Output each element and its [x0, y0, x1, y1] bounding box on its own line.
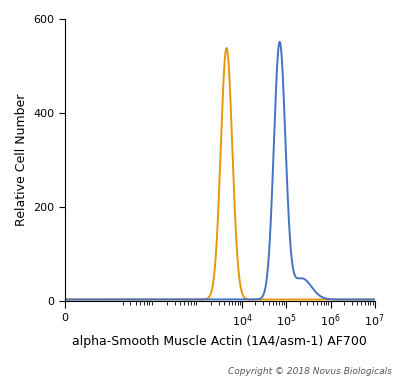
Y-axis label: Relative Cell Number: Relative Cell Number — [15, 94, 28, 226]
Text: Copyright © 2018 Novus Biologicals: Copyright © 2018 Novus Biologicals — [228, 367, 392, 376]
X-axis label: alpha-Smooth Muscle Actin (1A4/asm-1) AF700: alpha-Smooth Muscle Actin (1A4/asm-1) AF… — [72, 335, 367, 348]
